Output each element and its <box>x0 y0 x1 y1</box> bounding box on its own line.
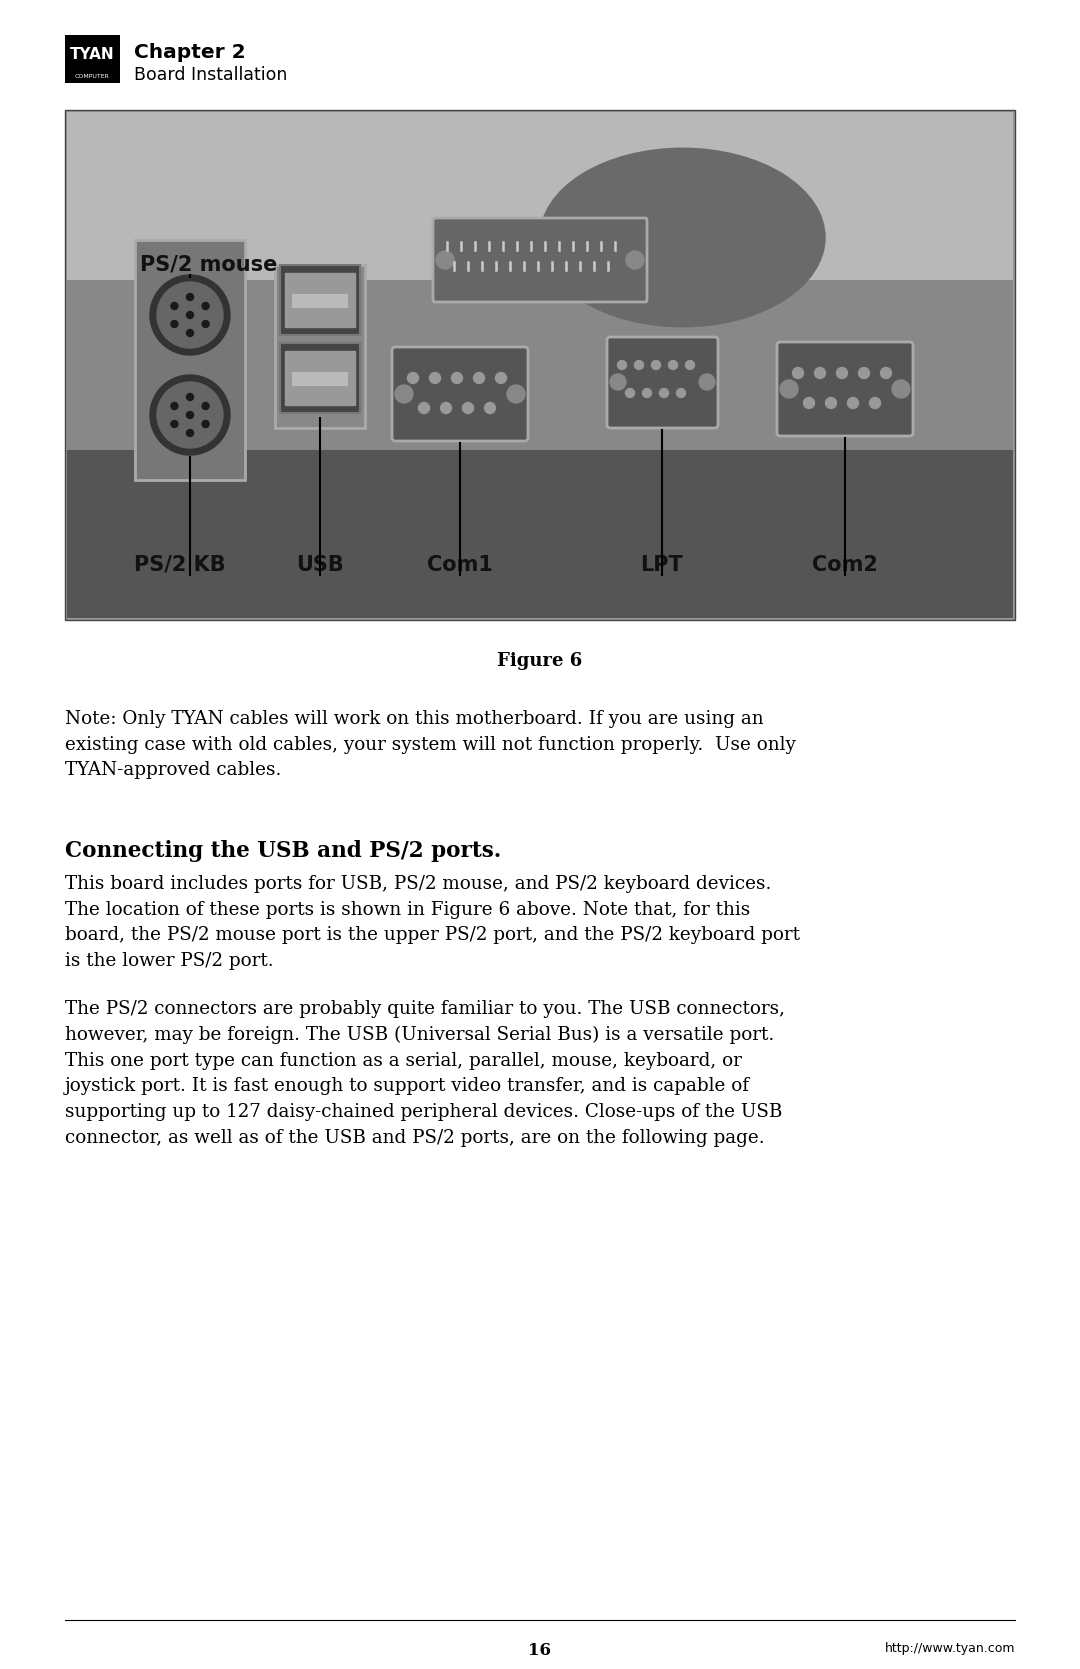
Circle shape <box>202 302 210 309</box>
Circle shape <box>848 397 859 409</box>
Circle shape <box>187 312 193 319</box>
Text: USB: USB <box>296 556 343 576</box>
Text: PS/2 KB: PS/2 KB <box>134 556 226 576</box>
Circle shape <box>676 389 686 397</box>
Text: Figure 6: Figure 6 <box>498 653 582 669</box>
Bar <box>67 112 1013 366</box>
Bar <box>67 280 1013 451</box>
Bar <box>65 110 1015 619</box>
Circle shape <box>202 320 210 327</box>
Circle shape <box>436 250 454 269</box>
Text: TYAN: TYAN <box>70 47 114 62</box>
Circle shape <box>171 302 178 309</box>
Text: http://www.tyan.com: http://www.tyan.com <box>885 1642 1015 1656</box>
Circle shape <box>837 367 848 379</box>
Circle shape <box>699 374 715 391</box>
Circle shape <box>441 402 451 414</box>
Circle shape <box>171 402 178 409</box>
Circle shape <box>187 329 193 337</box>
Bar <box>67 447 1013 618</box>
Circle shape <box>869 397 880 409</box>
Circle shape <box>686 361 694 369</box>
Circle shape <box>859 367 869 379</box>
Text: LPT: LPT <box>640 556 684 576</box>
Circle shape <box>171 320 178 327</box>
Bar <box>280 344 360 412</box>
Bar <box>292 372 348 386</box>
Circle shape <box>825 397 837 409</box>
Text: Com2: Com2 <box>812 556 878 576</box>
Circle shape <box>804 397 814 409</box>
Circle shape <box>814 367 825 379</box>
Text: Com1: Com1 <box>427 556 492 576</box>
Circle shape <box>669 361 677 369</box>
Circle shape <box>660 389 669 397</box>
Circle shape <box>507 386 525 402</box>
Text: The PS/2 connectors are probably quite familiar to you. The USB connectors,
howe: The PS/2 connectors are probably quite f… <box>65 1000 785 1147</box>
Circle shape <box>150 376 230 456</box>
Circle shape <box>626 250 644 269</box>
Circle shape <box>496 372 507 384</box>
Circle shape <box>187 294 193 300</box>
Bar <box>285 350 355 406</box>
Bar <box>275 265 365 427</box>
Text: Note: Only TYAN cables will work on this motherboard. If you are using an
existi: Note: Only TYAN cables will work on this… <box>65 709 796 779</box>
Circle shape <box>157 382 222 447</box>
Text: Connecting the USB and PS/2 ports.: Connecting the USB and PS/2 ports. <box>65 840 501 861</box>
Circle shape <box>202 402 210 409</box>
Text: 16: 16 <box>528 1642 552 1659</box>
Text: This board includes ports for USB, PS/2 mouse, and PS/2 keyboard devices.
The lo: This board includes ports for USB, PS/2 … <box>65 875 800 970</box>
FancyBboxPatch shape <box>777 342 913 436</box>
Circle shape <box>651 361 661 369</box>
Circle shape <box>880 367 891 379</box>
Circle shape <box>485 402 496 414</box>
Circle shape <box>419 402 430 414</box>
Circle shape <box>430 372 441 384</box>
Circle shape <box>187 394 193 401</box>
Circle shape <box>187 429 193 437</box>
Bar <box>280 265 360 335</box>
Circle shape <box>407 372 419 384</box>
Circle shape <box>395 386 413 402</box>
Circle shape <box>202 421 210 427</box>
FancyBboxPatch shape <box>607 337 718 427</box>
Circle shape <box>462 402 473 414</box>
Circle shape <box>643 389 651 397</box>
Text: Chapter 2: Chapter 2 <box>134 43 245 62</box>
Text: PS/2 mouse: PS/2 mouse <box>140 255 278 275</box>
Bar <box>285 274 355 327</box>
Circle shape <box>618 361 626 369</box>
Circle shape <box>793 367 804 379</box>
Bar <box>135 240 245 481</box>
Circle shape <box>625 389 635 397</box>
Circle shape <box>171 421 178 427</box>
Circle shape <box>635 361 644 369</box>
Circle shape <box>780 381 798 397</box>
Circle shape <box>892 381 910 397</box>
Text: Board Installation: Board Installation <box>134 67 287 83</box>
Circle shape <box>157 282 222 349</box>
Circle shape <box>150 275 230 355</box>
Circle shape <box>451 372 462 384</box>
FancyBboxPatch shape <box>433 219 647 302</box>
Ellipse shape <box>540 149 825 327</box>
Circle shape <box>473 372 485 384</box>
Bar <box>292 294 348 309</box>
FancyBboxPatch shape <box>392 347 528 441</box>
Circle shape <box>610 374 626 391</box>
Text: COMPUTER: COMPUTER <box>76 75 110 80</box>
Bar <box>65 35 120 83</box>
Circle shape <box>187 412 193 419</box>
